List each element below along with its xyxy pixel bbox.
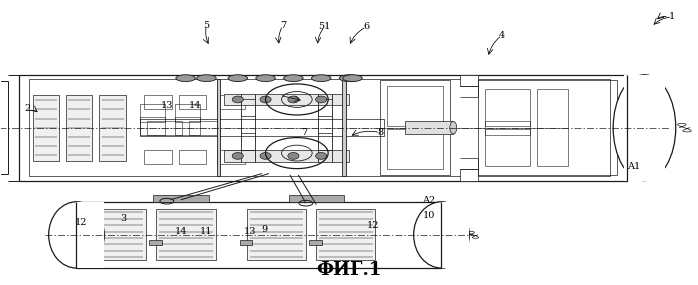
Bar — [484, 129, 530, 166]
Bar — [484, 121, 530, 135]
Text: 5: 5 — [203, 21, 209, 30]
Text: A1: A1 — [628, 162, 641, 171]
Bar — [217, 79, 221, 176]
Text: 14: 14 — [174, 227, 187, 236]
Ellipse shape — [288, 96, 299, 103]
Bar — [316, 209, 376, 260]
Bar — [342, 79, 346, 176]
Bar — [405, 121, 453, 134]
Text: 9: 9 — [261, 225, 267, 235]
Bar — [440, 202, 469, 268]
Ellipse shape — [339, 75, 359, 82]
Bar — [217, 95, 245, 109]
Ellipse shape — [613, 75, 676, 181]
Bar — [387, 129, 443, 169]
Text: 7: 7 — [280, 21, 286, 30]
Ellipse shape — [232, 152, 244, 159]
Ellipse shape — [232, 96, 244, 103]
Bar — [140, 104, 165, 122]
Ellipse shape — [288, 152, 299, 159]
Bar — [240, 240, 253, 245]
Text: 7: 7 — [301, 128, 307, 137]
Bar — [537, 89, 568, 166]
Bar — [66, 95, 92, 161]
Bar — [144, 150, 172, 164]
Bar — [189, 121, 217, 135]
Bar — [623, 75, 665, 181]
Bar — [224, 94, 349, 105]
Ellipse shape — [311, 75, 331, 82]
Text: ФИГ.1: ФИГ.1 — [316, 261, 382, 279]
Text: 11: 11 — [200, 227, 213, 236]
Bar — [144, 95, 172, 109]
Text: 10: 10 — [423, 211, 435, 220]
Ellipse shape — [256, 75, 275, 82]
Bar — [179, 150, 207, 164]
Bar — [309, 240, 322, 245]
Bar — [19, 75, 627, 181]
Bar — [175, 104, 200, 122]
Text: 12: 12 — [367, 221, 380, 230]
Bar — [387, 86, 443, 126]
Text: 3: 3 — [120, 214, 126, 223]
Bar — [460, 169, 477, 181]
Ellipse shape — [260, 96, 271, 103]
Text: 4: 4 — [499, 31, 505, 40]
Bar — [140, 119, 384, 136]
Ellipse shape — [283, 75, 303, 82]
Bar — [224, 150, 349, 162]
Text: 14: 14 — [188, 101, 201, 110]
Bar — [484, 89, 530, 126]
Bar — [288, 195, 344, 202]
Ellipse shape — [414, 202, 469, 268]
Bar — [140, 117, 165, 135]
Text: 1: 1 — [669, 13, 676, 21]
Bar — [380, 80, 450, 175]
Bar — [175, 117, 200, 135]
Bar — [153, 195, 209, 202]
Bar — [76, 202, 104, 268]
Bar — [87, 209, 146, 260]
Bar — [33, 95, 59, 161]
Text: 13: 13 — [244, 227, 257, 236]
Text: 51: 51 — [318, 22, 331, 31]
Text: 13: 13 — [161, 101, 173, 110]
Bar — [147, 121, 182, 135]
Bar — [477, 80, 616, 175]
Ellipse shape — [49, 202, 104, 268]
Text: 12: 12 — [75, 218, 87, 227]
Ellipse shape — [228, 75, 248, 82]
Bar — [77, 202, 441, 268]
Bar — [149, 240, 162, 245]
Bar — [460, 75, 477, 86]
Bar — [217, 150, 245, 164]
Text: A2: A2 — [422, 196, 436, 205]
Ellipse shape — [197, 75, 216, 82]
Text: 8: 8 — [377, 128, 383, 137]
Ellipse shape — [343, 75, 362, 82]
Bar — [29, 79, 610, 176]
Bar — [99, 95, 126, 161]
Ellipse shape — [176, 75, 195, 82]
Bar — [156, 209, 216, 260]
Ellipse shape — [450, 121, 456, 134]
Ellipse shape — [315, 96, 327, 103]
Ellipse shape — [260, 152, 271, 159]
Bar — [247, 209, 306, 260]
Ellipse shape — [315, 152, 327, 159]
Text: 6: 6 — [364, 22, 369, 31]
Text: 2: 2 — [24, 104, 31, 113]
Bar — [179, 95, 207, 109]
